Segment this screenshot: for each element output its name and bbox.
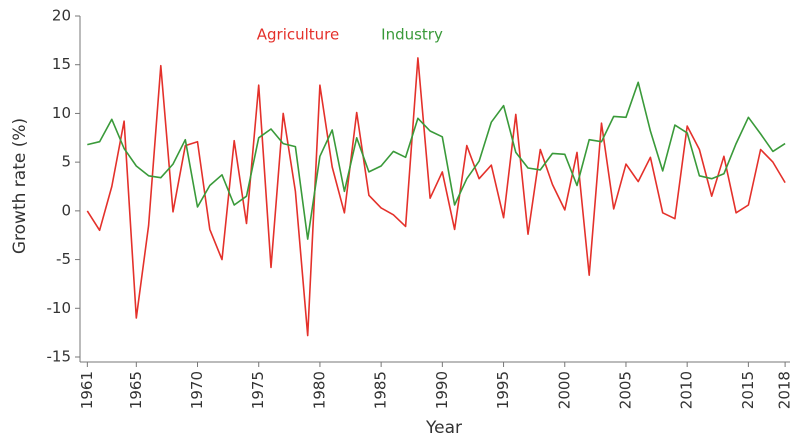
- y-tick-label: 0: [61, 201, 71, 219]
- x-tick-label: 2005: [616, 371, 634, 409]
- y-tick-label: 20: [52, 7, 71, 25]
- y-tick-label: 10: [52, 104, 71, 122]
- legend-label: Industry: [381, 26, 443, 44]
- data-line: [86, 57, 786, 337]
- legend-label: Agriculture: [257, 26, 340, 44]
- data-line: [87, 81, 786, 240]
- y-tick-label: -15: [47, 348, 72, 366]
- x-axis-title: Year: [425, 418, 462, 438]
- y-tick-label: 5: [61, 153, 71, 171]
- x-tick-label: 1970: [188, 371, 206, 409]
- x-tick-label: 2010: [678, 371, 696, 409]
- y-tick-label: -5: [56, 250, 71, 268]
- x-tick-label: 2018: [776, 371, 794, 409]
- x-tick-label: 1985: [372, 371, 390, 409]
- x-tick-label: 1980: [310, 371, 328, 409]
- x-tick-label: 1995: [494, 371, 512, 409]
- y-tick-label: -10: [47, 299, 72, 317]
- x-tick-label: 1975: [249, 371, 267, 409]
- x-tick-label: 1961: [78, 371, 96, 409]
- y-tick-label: 15: [52, 55, 71, 73]
- x-tick-label: 1990: [433, 371, 451, 409]
- x-tick-label: 1965: [127, 371, 145, 409]
- x-tick-label: 2015: [739, 371, 757, 409]
- x-tick-label: 2000: [555, 371, 573, 409]
- y-axis-title: Growth rate (%): [10, 118, 30, 254]
